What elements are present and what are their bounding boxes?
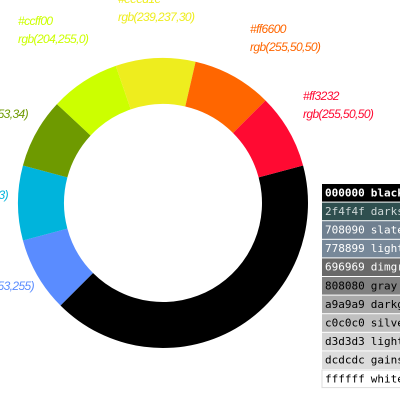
- color-name: black: [371, 186, 400, 199]
- color-row: [321, 369, 400, 389]
- color-name: silve: [371, 317, 400, 330]
- color-row-text: dcdcdc gains: [325, 354, 400, 367]
- color-row: [322, 277, 400, 295]
- color-code: c0c0c0: [325, 317, 365, 330]
- color-name: darkg: [371, 298, 400, 311]
- color-row-text: 708090 slate: [325, 224, 400, 237]
- color-row: [322, 351, 400, 369]
- slice-label: #ccff00: [18, 14, 53, 28]
- donut-slice: [115, 58, 196, 110]
- color-name: gains: [371, 354, 400, 367]
- slice-label: #ff3232: [303, 89, 340, 103]
- color-name: light: [371, 335, 400, 348]
- slice-rgb-label: rgb(255,50,50): [303, 107, 374, 121]
- color-row: [322, 184, 400, 202]
- slice-rgb-label: 3): [0, 188, 9, 202]
- color-code: 778899: [325, 242, 365, 255]
- color-code: d3d3d3: [325, 335, 365, 348]
- color-name: darks: [371, 205, 400, 218]
- color-row: [322, 295, 400, 314]
- color-code: 2f4f4f: [325, 205, 365, 218]
- color-name: gray: [371, 279, 398, 292]
- slice-label: #eeed1e: [118, 0, 161, 6]
- donut-slice: [18, 165, 68, 241]
- color-name: light: [371, 242, 400, 255]
- donut-slice: [60, 165, 308, 348]
- color-row-text: 2f4f4f darks: [325, 205, 400, 218]
- color-code: 696969: [325, 261, 365, 274]
- color-row-text: d3d3d3 light: [325, 335, 400, 348]
- color-name: slate: [371, 224, 400, 237]
- slice-label: #ff6600: [250, 22, 287, 36]
- color-row-text: 696969 dimgr: [325, 261, 400, 274]
- donut-slice: [22, 104, 91, 178]
- color-row-text: c0c0c0 silve: [325, 317, 400, 330]
- color-name: white: [371, 372, 400, 385]
- color-row-text: 778899 light: [325, 242, 400, 255]
- color-row: [322, 332, 400, 351]
- color-row-text: 808080 gray: [325, 279, 398, 292]
- slice-rgb-label: rgb(255,50,50): [250, 40, 321, 54]
- color-row-text: 000000 black: [325, 186, 400, 199]
- color-code: ffffff: [325, 372, 365, 385]
- color-row: [322, 314, 400, 332]
- donut-slice: [233, 100, 304, 178]
- color-name: dimgr: [371, 261, 400, 274]
- color-row: [322, 202, 400, 221]
- slice-rgb-label: rgb(239,237,30): [118, 10, 195, 24]
- color-code: dcdcdc: [325, 354, 365, 367]
- donut-slice: [56, 65, 131, 136]
- donut-slice: [185, 61, 266, 133]
- donut-slice: [22, 228, 93, 306]
- color-row: [322, 239, 400, 258]
- color-code: 708090: [325, 224, 365, 237]
- color-code: 000000: [325, 186, 365, 199]
- slice-rgb-label: 53,34): [0, 107, 29, 121]
- color-row: [322, 221, 400, 239]
- color-row-text: a9a9a9 darkg: [325, 298, 400, 311]
- color-row: [322, 258, 400, 276]
- color-code: a9a9a9: [325, 298, 365, 311]
- color-code: 808080: [325, 279, 365, 292]
- color-row-text: ffffff white: [325, 372, 400, 385]
- slice-rgb-label: 53,255): [0, 279, 35, 293]
- slice-rgb-label: rgb(204,255,0): [18, 32, 89, 46]
